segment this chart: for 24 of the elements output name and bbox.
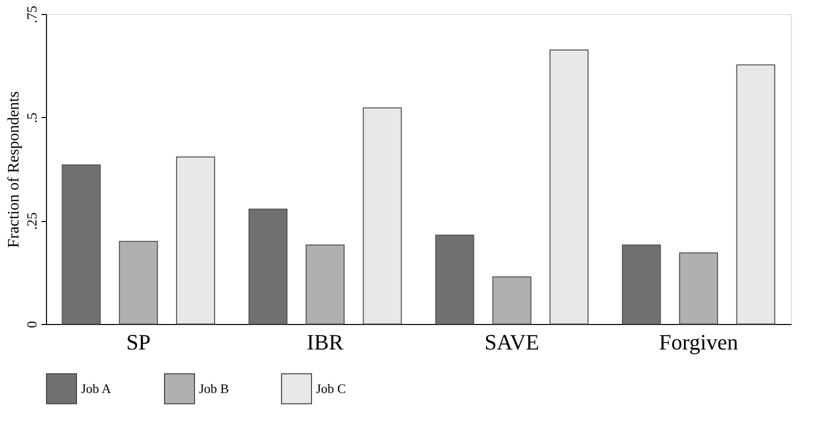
- y-tick-label: .75: [26, 6, 40, 24]
- x-tick-label: IBR: [306, 330, 344, 354]
- bar: [306, 244, 345, 324]
- x-tick-label: SP: [126, 330, 151, 354]
- x-tick-label: SAVE: [484, 330, 540, 354]
- bar: [435, 234, 474, 324]
- y-axis-title: Fraction of Respondents: [6, 91, 22, 248]
- y-tick-label: .25: [26, 212, 40, 230]
- bar: [622, 244, 661, 324]
- legend-label: Job B: [199, 380, 230, 396]
- x-tick-label: Forgiven: [659, 330, 738, 354]
- bar: [550, 49, 589, 324]
- bar: [62, 164, 101, 324]
- bar: [736, 64, 776, 324]
- legend-label: Job C: [316, 380, 346, 396]
- y-tick-label: .5: [26, 112, 40, 124]
- bar: [492, 276, 532, 324]
- legend-label: Job A: [81, 380, 112, 396]
- bar: [248, 208, 288, 324]
- y-tick-label: 0: [26, 321, 40, 328]
- bar: [679, 252, 718, 324]
- bar: [118, 240, 158, 324]
- bar: [176, 156, 216, 324]
- bar: [362, 107, 402, 324]
